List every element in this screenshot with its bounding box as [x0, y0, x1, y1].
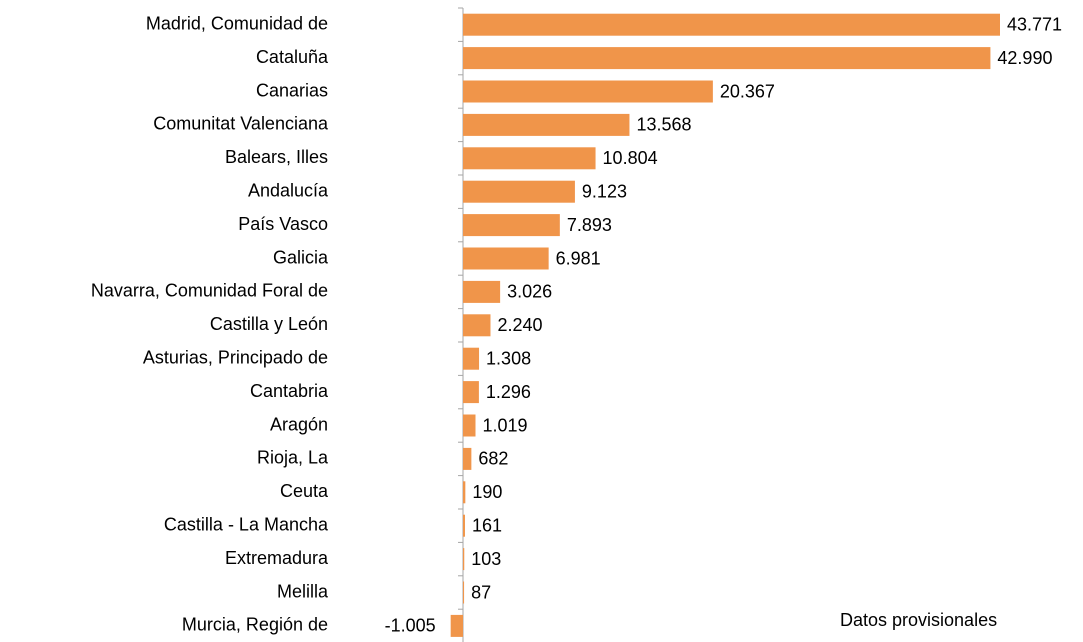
value-label: 42.990	[997, 48, 1052, 68]
bar	[450, 614, 463, 637]
value-label: 1.296	[486, 382, 531, 402]
value-label: 6.981	[556, 248, 601, 268]
bar	[463, 113, 630, 136]
category-label: Rioja, La	[257, 448, 329, 468]
category-label: Madrid, Comunidad de	[146, 13, 328, 33]
category-label: Castilla - La Mancha	[164, 514, 329, 534]
bar	[463, 447, 472, 470]
bar	[463, 280, 501, 303]
value-label: 43.771	[1007, 14, 1062, 34]
category-label: Balears, Illes	[225, 147, 328, 167]
bar	[463, 180, 575, 203]
category-label: Galicia	[273, 247, 329, 267]
bar	[463, 481, 466, 504]
category-label: Andalucía	[248, 180, 329, 200]
bar	[463, 581, 465, 604]
value-label: 103	[471, 549, 501, 569]
value-label: 161	[472, 515, 502, 535]
value-label: 9.123	[582, 181, 627, 201]
category-label: Murcia, Región de	[182, 615, 328, 635]
category-label: País Vasco	[238, 214, 328, 234]
bar	[463, 548, 465, 571]
value-label: 682	[478, 449, 508, 469]
value-label: 20.367	[720, 81, 775, 101]
value-label: 10.804	[603, 148, 658, 168]
value-label: 1.308	[486, 348, 531, 368]
value-label: -1.005	[385, 616, 436, 636]
bar	[463, 414, 476, 437]
bar	[463, 147, 596, 170]
bar	[463, 80, 713, 103]
category-label: Aragón	[270, 414, 328, 434]
value-label: 190	[472, 482, 502, 502]
value-label: 87	[471, 582, 491, 602]
bar	[463, 47, 991, 70]
bar	[463, 214, 560, 237]
bar	[463, 314, 491, 337]
bar	[463, 514, 465, 537]
bar	[463, 13, 1000, 36]
bar	[463, 381, 479, 404]
value-label: 3.026	[507, 282, 552, 302]
category-label: Ceuta	[280, 481, 329, 501]
value-label: 1.019	[483, 415, 528, 435]
category-label: Asturias, Principado de	[143, 347, 328, 367]
category-label: Castilla y León	[210, 314, 328, 334]
annotation: Datos provisionales	[840, 610, 997, 630]
value-label: 13.568	[636, 115, 691, 135]
category-label: Cataluña	[256, 47, 329, 67]
category-label: Canarias	[256, 80, 328, 100]
category-label: Cantabria	[250, 381, 329, 401]
bar	[463, 247, 549, 270]
category-label: Comunitat Valenciana	[153, 114, 329, 134]
value-label: 7.893	[567, 215, 612, 235]
category-label: Navarra, Comunidad Foral de	[91, 281, 328, 301]
category-label: Melilla	[277, 581, 329, 601]
bar	[463, 347, 480, 370]
category-label: Extremadura	[225, 548, 329, 568]
value-label: 2.240	[497, 315, 542, 335]
